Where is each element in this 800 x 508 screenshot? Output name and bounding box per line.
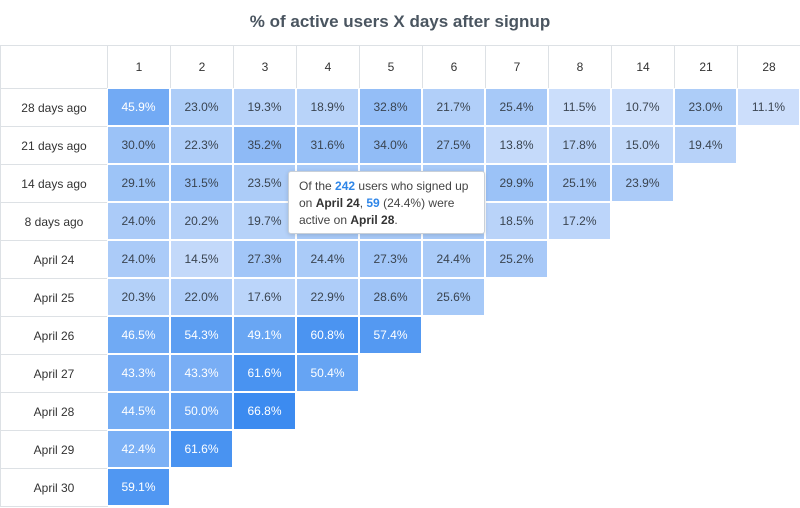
table-title: % of active users X days after signup bbox=[249, 12, 551, 31]
retention-cell: 20.3% bbox=[107, 278, 170, 316]
retention-cell: 44.5% bbox=[107, 392, 170, 430]
column-header: 3 bbox=[233, 45, 297, 89]
retention-cell: 59.1% bbox=[107, 468, 170, 506]
retention-cell: 19.4% bbox=[674, 126, 737, 164]
retention-cell: 19.7% bbox=[233, 202, 296, 240]
retention-cell: 25.1% bbox=[548, 164, 611, 202]
retention-cell: 45.9% bbox=[107, 88, 170, 126]
row-label: 21 days ago bbox=[0, 126, 108, 165]
tooltip-text: users who signed up on bbox=[299, 179, 469, 210]
row-label: April 25 bbox=[0, 278, 108, 317]
retention-cell: 15.0% bbox=[611, 126, 674, 164]
retention-cell: 42.4% bbox=[107, 430, 170, 468]
retention-cell: 23.9% bbox=[611, 164, 674, 202]
row-label: April 28 bbox=[0, 392, 108, 431]
corner bbox=[0, 45, 108, 89]
column-header: 5 bbox=[359, 45, 423, 89]
retention-cell: 50.4% bbox=[296, 354, 359, 392]
column-header: 21 bbox=[674, 45, 738, 89]
retention-cell: 57.4% bbox=[359, 316, 422, 354]
retention-cell: 24.4% bbox=[296, 240, 359, 278]
retention-cell: 24.0% bbox=[107, 240, 170, 278]
tooltip-text: , bbox=[359, 196, 367, 210]
retention-cell: 66.8% bbox=[233, 392, 296, 430]
column-header: 8 bbox=[548, 45, 612, 89]
retention-cell: 28.6% bbox=[359, 278, 422, 316]
row-label: April 27 bbox=[0, 354, 108, 393]
column-header: 4 bbox=[296, 45, 360, 89]
row-label: April 24 bbox=[0, 240, 108, 279]
retention-cell: 13.8% bbox=[485, 126, 548, 164]
retention-cell: 11.5% bbox=[548, 88, 611, 126]
retention-cell: 17.8% bbox=[548, 126, 611, 164]
row-label: April 29 bbox=[0, 430, 108, 469]
retention-cell: 35.2% bbox=[233, 126, 296, 164]
retention-cell: 25.2% bbox=[485, 240, 548, 278]
retention-cell: 23.5% bbox=[233, 164, 296, 202]
retention-cell: 30.0% bbox=[107, 126, 170, 164]
retention-cell: 17.6% bbox=[233, 278, 296, 316]
retention-cell: 22.9% bbox=[296, 278, 359, 316]
row-label: April 26 bbox=[0, 316, 108, 355]
retention-cell: 32.8% bbox=[359, 88, 422, 126]
retention-cell: 24.4% bbox=[422, 240, 485, 278]
retention-cell: 20.2% bbox=[170, 202, 233, 240]
retention-cell: 29.9% bbox=[485, 164, 548, 202]
tooltip-text: (24.4%) were active on bbox=[299, 196, 455, 227]
retention-cell: 31.5% bbox=[170, 164, 233, 202]
tooltip-text: Of the bbox=[299, 179, 336, 193]
retention-cell: 24.0% bbox=[107, 202, 170, 240]
retention-cell: 22.0% bbox=[170, 278, 233, 316]
column-header: 7 bbox=[485, 45, 549, 89]
retention-cell: 11.1% bbox=[737, 88, 800, 126]
tooltip-text: April 24 bbox=[315, 196, 360, 210]
retention-cell: 25.6% bbox=[422, 278, 485, 316]
retention-cell: 49.1% bbox=[233, 316, 296, 354]
retention-cell: 18.5% bbox=[485, 202, 548, 240]
retention-cell: 27.3% bbox=[359, 240, 422, 278]
tooltip-text: . bbox=[394, 213, 398, 227]
retention-cell: 10.7% bbox=[611, 88, 674, 126]
retention-cell: 61.6% bbox=[233, 354, 296, 392]
retention-cell: 22.3% bbox=[170, 126, 233, 164]
retention-cell: 29.1% bbox=[107, 164, 170, 202]
row-label: 28 days ago bbox=[0, 88, 108, 127]
retention-cell: 46.5% bbox=[107, 316, 170, 354]
retention-cell: 43.3% bbox=[170, 354, 233, 392]
retention-cell: 27.5% bbox=[422, 126, 485, 164]
retention-cell: 60.8% bbox=[296, 316, 359, 354]
retention-cell: 23.0% bbox=[674, 88, 737, 126]
retention-cell: 18.9% bbox=[296, 88, 359, 126]
row-label: 14 days ago bbox=[0, 164, 108, 203]
tooltip: Of the 242 users who signed up on April … bbox=[288, 171, 485, 234]
retention-cell: 21.7% bbox=[422, 88, 485, 126]
retention-cell: 61.6% bbox=[170, 430, 233, 468]
retention-cell: 23.0% bbox=[170, 88, 233, 126]
retention-cell: 25.4% bbox=[485, 88, 548, 126]
row-label: April 30 bbox=[0, 468, 108, 507]
retention-cell: 54.3% bbox=[170, 316, 233, 354]
tooltip-text: 242 bbox=[335, 179, 356, 193]
retention-cell: 43.3% bbox=[107, 354, 170, 392]
column-header: 14 bbox=[611, 45, 675, 89]
retention-cell: 14.5% bbox=[170, 240, 233, 278]
retention-cell: 34.0% bbox=[359, 126, 422, 164]
column-header: 28 bbox=[737, 45, 800, 89]
row-label: 8 days ago bbox=[0, 202, 108, 241]
retention-cell: 31.6% bbox=[296, 126, 359, 164]
retention-cell: 50.0% bbox=[170, 392, 233, 430]
retention-cell: 17.2% bbox=[548, 202, 611, 240]
column-header: 1 bbox=[107, 45, 171, 89]
tooltip-text: April 28 bbox=[350, 213, 395, 227]
column-header: 6 bbox=[422, 45, 486, 89]
retention-cell: 19.3% bbox=[233, 88, 296, 126]
tooltip-text: 59 bbox=[366, 196, 380, 210]
retention-cell: 27.3% bbox=[233, 240, 296, 278]
column-header: 2 bbox=[170, 45, 234, 89]
